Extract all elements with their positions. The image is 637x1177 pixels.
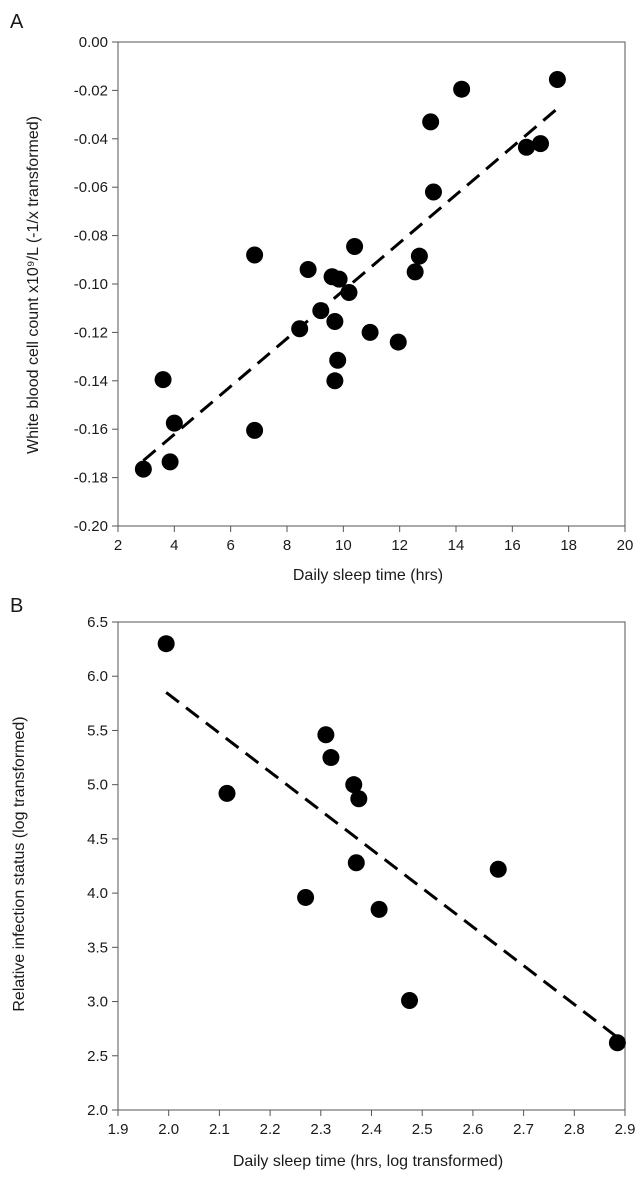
- panel-b-data-point-6: [347, 854, 365, 872]
- panel-a-x-tick-label-5: 12: [391, 537, 408, 554]
- panel-a-x-tick-label-2: 6: [226, 537, 234, 554]
- panel-a-letter: A: [10, 11, 24, 33]
- panel-b-data-point-2: [297, 888, 315, 906]
- panel-b-y-axis-label: Relative infection status (log transform…: [11, 716, 28, 1011]
- panel-a-y-tick-label-10: -0.20: [74, 518, 108, 535]
- panel-a-data-point-4: [246, 246, 264, 264]
- panel-b-x-tick-label-8: 2.7: [513, 1121, 534, 1138]
- panel-b-x-tick-label-2: 2.1: [209, 1121, 230, 1138]
- panel-a-data-point-5: [246, 421, 264, 439]
- panel-a-y-tick-label-5: -0.10: [74, 276, 108, 293]
- panel-b-x-tick-label-0: 1.9: [108, 1121, 129, 1138]
- panel-a-x-tick-label-6: 14: [448, 537, 465, 554]
- panel-a-y-tick-label-8: -0.16: [74, 421, 108, 438]
- panel-b-data-point-11: [608, 1034, 626, 1052]
- panel-a-y-tick-label-4: -0.08: [74, 228, 108, 245]
- panel-a-y-ticks: 0.00 -0.02 -0.04 -0.06 -0.08 -0.10 -0.12 -0.14 -…: [74, 34, 118, 535]
- panel-a-data-point-25: [548, 71, 566, 89]
- panel-a-data-point-13: [330, 270, 348, 288]
- panel-a-data-point-21: [424, 183, 442, 201]
- panel-b-x-tick-label-6: 2.5: [412, 1121, 433, 1138]
- panel-a-x-tick-label-9: 20: [617, 537, 634, 554]
- panel-b-data-point-7: [350, 790, 368, 808]
- panel-a-data-point-12: [329, 351, 347, 369]
- panel-a-data-point-16: [361, 323, 379, 341]
- panel-a-y-tick-label-0: 0.00: [79, 34, 108, 51]
- panel-b-data-point-1: [218, 784, 236, 802]
- panel-b-x-tick-label-5: 2.4: [361, 1121, 382, 1138]
- panel-b-y-tick-label-0: 2.0: [87, 1102, 108, 1119]
- panel-b-y-ticks: 2.0 2.5 3.0 3.5 4.0 4.5 5.0 5.5 6.0 6.5: [87, 614, 118, 1119]
- panel-a-data-point-0: [134, 460, 152, 478]
- panel-a-data-point-24: [532, 135, 549, 153]
- panel-a-x-tick-label-0: 2: [114, 537, 122, 554]
- panel-a-y-axis-label: White blood cell count x10⁹/L (-1/x tran…: [25, 116, 42, 454]
- panel-a-x-tick-label-3: 8: [283, 537, 291, 554]
- panel-b-data-point-0: [157, 635, 175, 653]
- panel-a-data-point-15: [346, 237, 364, 255]
- panel-a-data-point-23: [517, 138, 535, 156]
- panel-a-data-point-1: [154, 371, 172, 389]
- panel-a-data-point-14: [340, 283, 358, 301]
- panel-b-y-tick-label-8: 6.0: [87, 668, 108, 685]
- panel-b-y-tick-label-3: 3.5: [87, 939, 108, 956]
- panel-b-x-tick-label-9: 2.8: [564, 1121, 585, 1138]
- panel-a-x-ticks: 2 4 6 8 10 12 14 16 18 20: [114, 526, 634, 554]
- panel-b-letter: B: [10, 595, 23, 617]
- panel-a-y-tick-label-9: -0.18: [74, 470, 108, 487]
- panel-a-data-point-11: [326, 372, 344, 390]
- panel-a-data-point-10: [326, 313, 344, 331]
- panel-a-data-point-2: [161, 453, 179, 471]
- panel-b-y-tick-label-6: 5.0: [87, 777, 108, 794]
- panel-a-data-points: [134, 71, 566, 478]
- panel-b-y-tick-label-1: 2.5: [87, 1048, 108, 1065]
- panel-a-data-point-19: [410, 247, 428, 265]
- panel-b-data-point-9: [401, 991, 419, 1009]
- panel-a-data-point-22: [453, 80, 471, 98]
- panel-a-data-point-17: [389, 333, 407, 351]
- panel-a-x-tick-label-4: 10: [335, 537, 352, 554]
- panel-a-data-point-7: [299, 260, 317, 278]
- panel-a-data-point-20: [422, 113, 440, 131]
- panel-b-x-tick-label-7: 2.6: [462, 1121, 483, 1138]
- panel-b-data-point-5: [345, 776, 363, 794]
- panel-a-x-axis-label: Daily sleep time (hrs): [293, 567, 443, 584]
- panel-a-trendline: [142, 107, 559, 462]
- panel-a-y-tick-label-2: -0.04: [74, 131, 108, 148]
- panel-a-y-tick-label-7: -0.14: [74, 373, 108, 390]
- panel-a-y-tick-label-6: -0.12: [74, 324, 108, 341]
- panel-b-x-ticks: 1.9 2.0 2.1 2.2 2.3 2.4 2.5 2.6 2.7 2.8 2.9: [108, 1110, 636, 1138]
- panel-a-x-tick-label-1: 4: [170, 537, 178, 554]
- panel-b-x-tick-label-4: 2.3: [310, 1121, 331, 1138]
- panel-b-data-point-10: [489, 860, 507, 878]
- panel-b-y-tick-label-9: 6.5: [87, 614, 108, 631]
- panel-a-data-point-8: [312, 302, 330, 320]
- panel-a-y-tick-label-1: -0.02: [74, 82, 108, 99]
- chart-panel-b: B Relative infection status (log transfo…: [10, 595, 635, 1170]
- panel-a-x-tick-label-7: 16: [504, 537, 521, 554]
- chart-panel-a: A White blood cell count x10⁹/L (-1/x tr…: [10, 11, 633, 584]
- panel-b-y-tick-label-5: 4.5: [87, 831, 108, 848]
- panel-b-x-axis-label: Daily sleep time (hrs, log transformed): [233, 1153, 503, 1170]
- panel-b-x-tick-label-1: 2.0: [158, 1121, 179, 1138]
- panel-a-y-tick-label-3: -0.06: [74, 179, 108, 196]
- panel-a-data-point-6: [291, 320, 309, 338]
- panel-b-data-point-4: [322, 749, 340, 767]
- panel-b-y-tick-label-2: 3.0: [87, 994, 108, 1011]
- panel-a-data-point-18: [406, 263, 424, 281]
- panel-b-y-tick-label-4: 4.0: [87, 885, 108, 902]
- panel-a-data-point-3: [165, 414, 183, 432]
- panel-a-x-tick-label-8: 18: [560, 537, 577, 554]
- panel-b-trendline: [165, 691, 619, 1039]
- panel-b-x-tick-label-3: 2.2: [260, 1121, 281, 1138]
- panel-b-x-tick-label-10: 2.9: [615, 1121, 636, 1138]
- panel-b-data-point-8: [370, 900, 388, 918]
- panel-b-data-points: [157, 635, 626, 1052]
- panel-b-y-tick-label-7: 5.5: [87, 722, 108, 739]
- panel-b-data-point-3: [317, 726, 335, 744]
